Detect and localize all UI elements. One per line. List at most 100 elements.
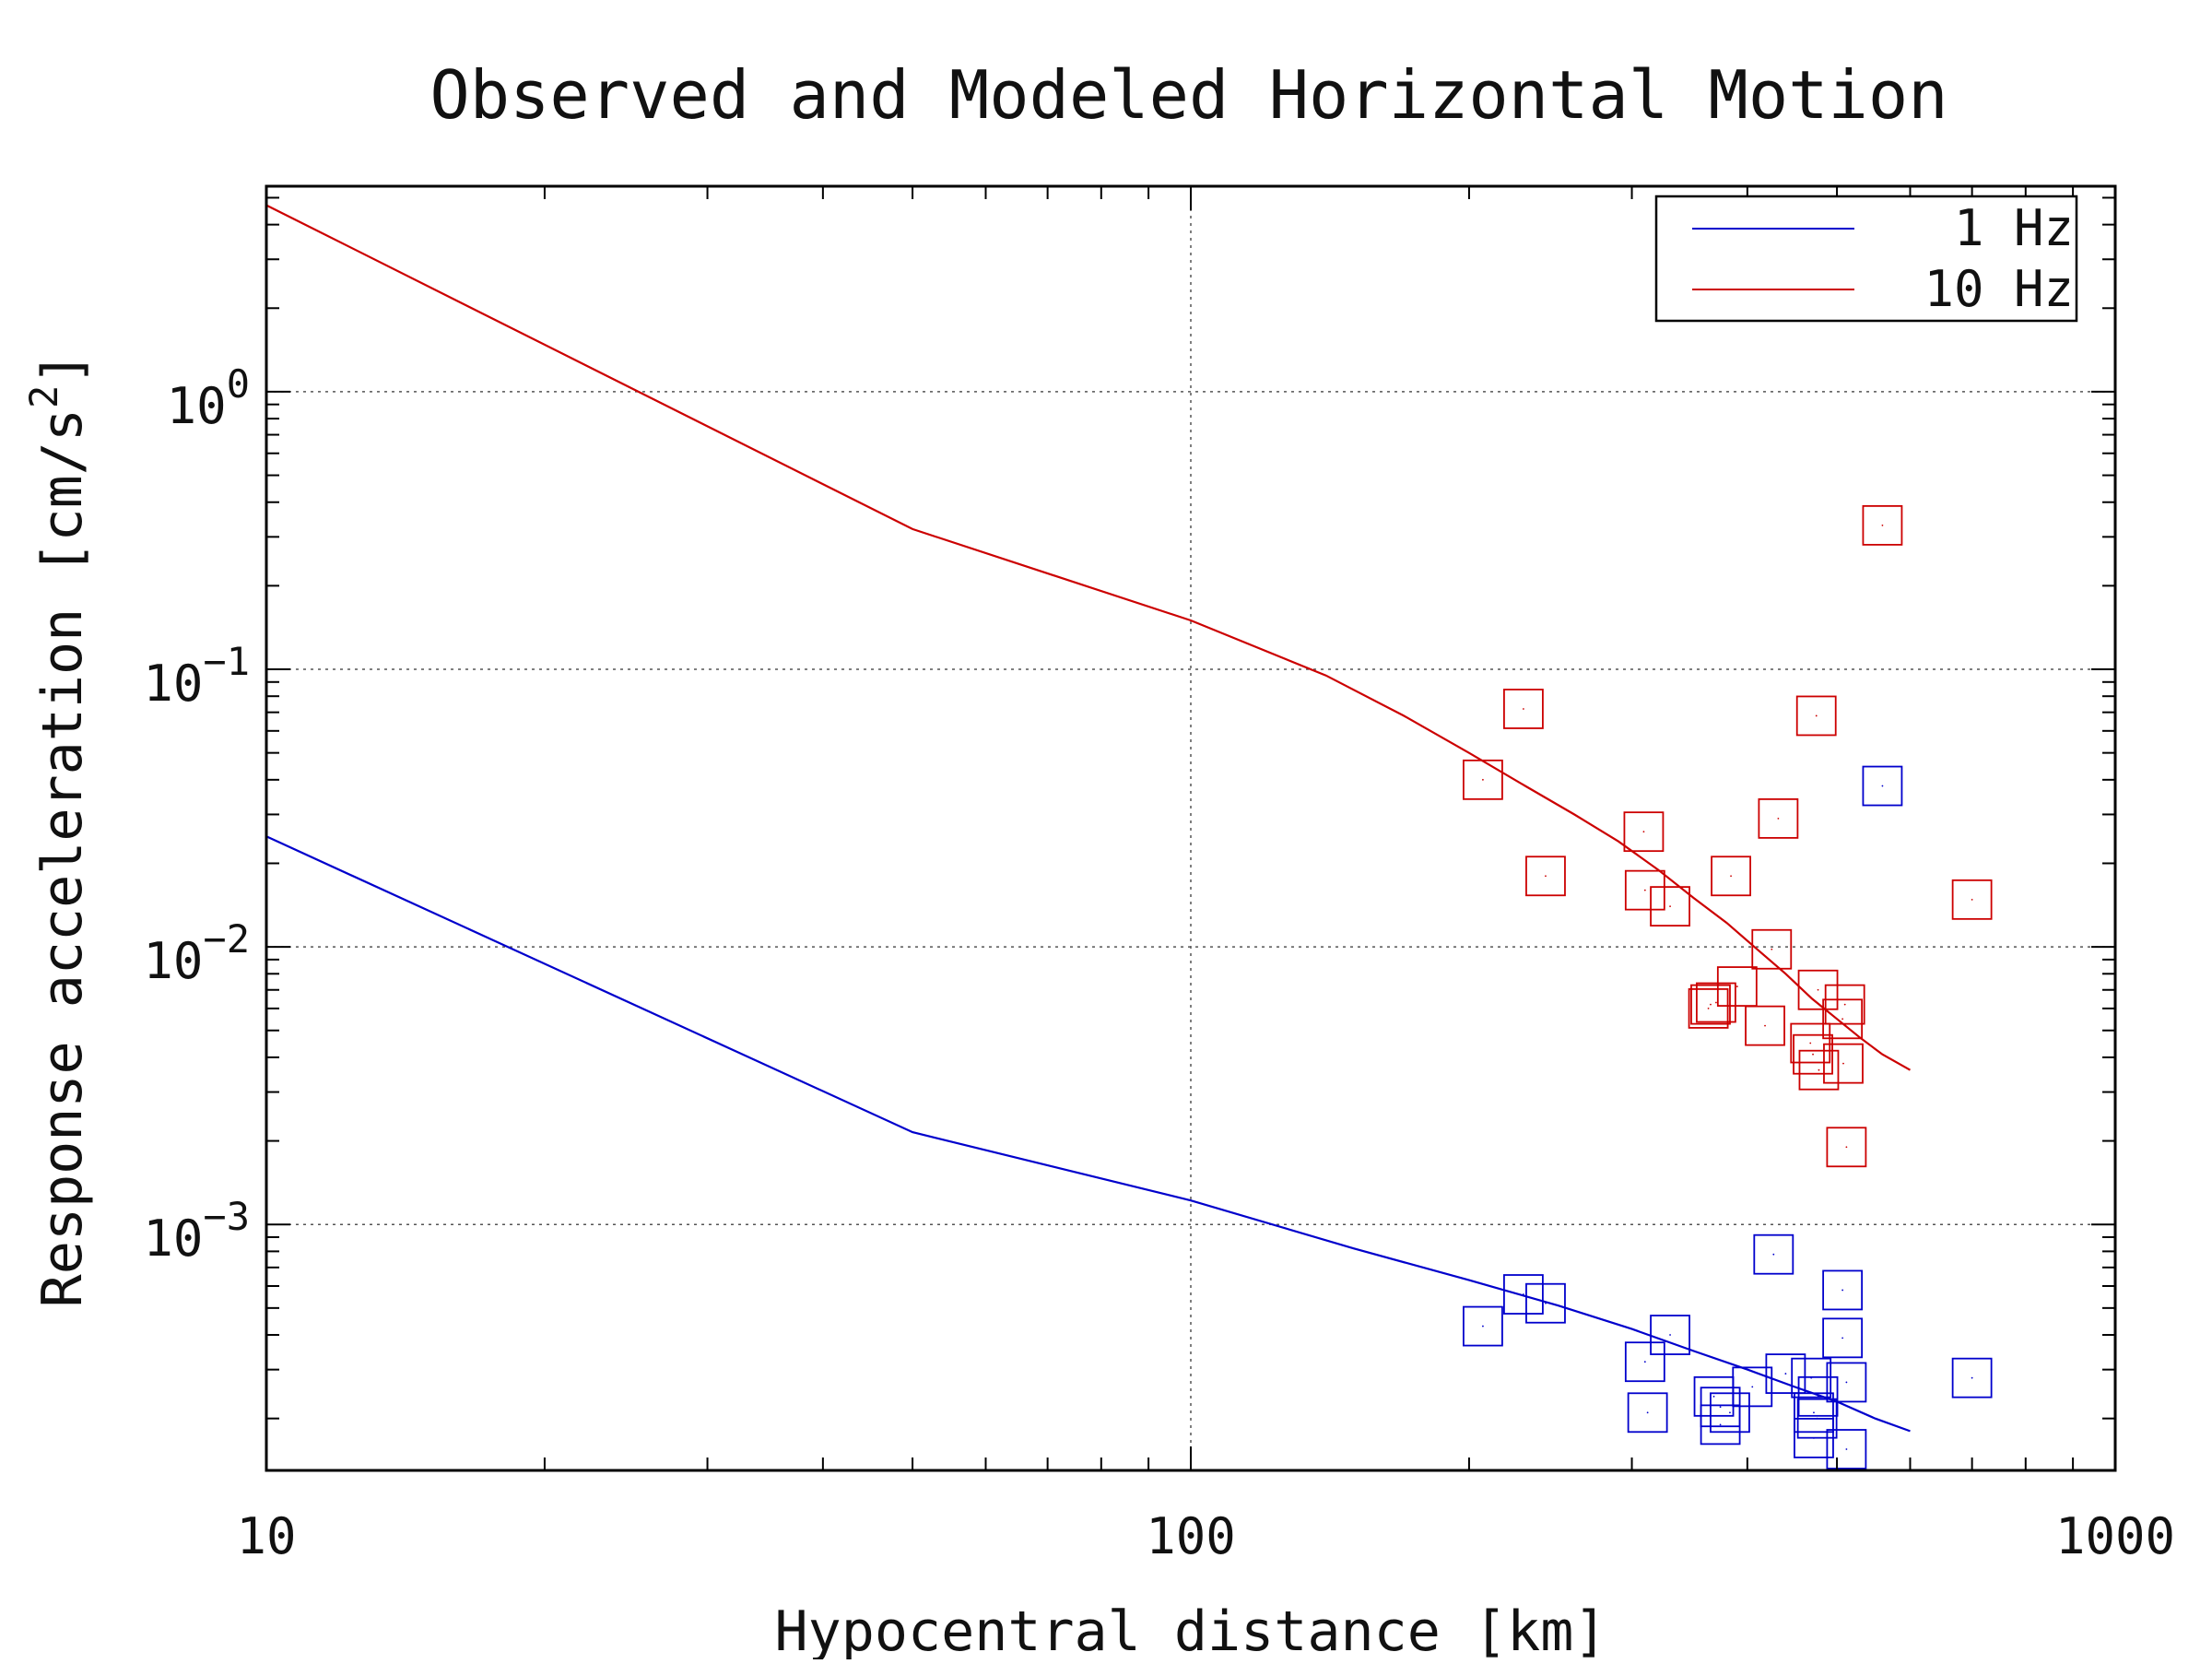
data-point-1-hz-observed — [1624, 1341, 1665, 1383]
data-point-center-10-hz-observed — [1707, 1008, 1710, 1009]
grid-layer — [266, 186, 2115, 1470]
data-point-1-hz-observed — [1627, 1392, 1668, 1434]
data-point-1-hz-observed — [1794, 1392, 1834, 1434]
data-point-1-hz-observed — [1650, 1315, 1690, 1355]
data-point-10-hz-observed — [1862, 504, 1903, 546]
data-point-center-10-hz-observed — [1523, 708, 1524, 710]
data-point-center-10-hz-observed — [1482, 778, 1484, 781]
data-point-center-10-hz-observed — [1545, 875, 1547, 878]
data-point-center-10-hz-observed — [1771, 948, 1773, 950]
y-tick-label: 10−2 — [143, 916, 250, 990]
data-point-1-hz-observed — [1700, 1404, 1741, 1446]
data-point-center-10-hz-observed — [1815, 714, 1818, 717]
data-point-10-hz-observed — [1650, 886, 1690, 927]
data-point-10-hz-observed — [1758, 797, 1799, 839]
data-point-10-hz-observed — [1797, 969, 1839, 1010]
y-axis-label-end: ] — [30, 352, 95, 385]
data-point-center-1-hz-observed — [1772, 1253, 1775, 1256]
x-tick-label: 1000 — [2055, 1507, 2175, 1565]
y-tick-label: 10−3 — [143, 1194, 250, 1268]
y-axis-label-main: Response acceleration [cm/s — [30, 408, 95, 1307]
legend: 1 Hz 10 Hz — [1654, 195, 2078, 323]
data-point-10-hz-observed — [1823, 1043, 1864, 1084]
data-point-10-hz-observed — [1751, 928, 1793, 970]
data-point-center-1-hz-observed — [1817, 1395, 1819, 1398]
data-point-center-10-hz-observed — [1809, 1042, 1812, 1044]
data-point-10-hz-observed — [1696, 982, 1736, 1023]
data-point-center-10-hz-observed — [1971, 898, 1973, 901]
data-point-center-10-hz-observed — [1841, 1018, 1844, 1021]
data-point-center-1-hz-observed — [1813, 1437, 1815, 1439]
y-axis-label: Response acceleration [cm/s2] — [21, 352, 95, 1308]
data-point-center-10-hz-observed — [1730, 875, 1732, 878]
data-point-10-hz-observed — [1798, 1049, 1840, 1091]
data-point-center-10-hz-observed — [1843, 1003, 1846, 1006]
y-axis-label-superscript: 2 — [21, 385, 66, 408]
data-point-1-hz-observed — [1951, 1357, 1993, 1398]
data-point-center-10-hz-observed — [1842, 1062, 1844, 1065]
data-point-center-1-hz-observed — [1719, 1406, 1722, 1409]
data-point-10-hz-observed — [1790, 1022, 1831, 1064]
data-point-center-10-hz-observed — [1764, 1024, 1766, 1027]
data-point-1-hz-observed — [1826, 1429, 1867, 1469]
data-point-center-1-hz-observed — [1669, 1334, 1671, 1336]
data-point-1-hz-observed — [1862, 765, 1903, 807]
x-tick-label: 100 — [1146, 1507, 1236, 1565]
chart-title: Observed and Modeled Horizontal Motion — [429, 56, 1947, 134]
data-point-10-hz-observed — [1793, 1033, 1833, 1075]
data-layer — [265, 204, 1993, 1469]
x-axis-label: Hypocentral distance [km] — [774, 1599, 1606, 1659]
data-point-center-1-hz-observed — [1719, 1423, 1722, 1426]
data-point-center-10-hz-observed — [1812, 1053, 1814, 1056]
data-point-center-1-hz-observed — [1841, 1337, 1844, 1339]
data-point-1-hz-observed — [1822, 1269, 1864, 1311]
data-point-10-hz-observed — [1525, 856, 1566, 897]
data-point-1-hz-observed — [1503, 1274, 1544, 1315]
data-point-10-hz-observed — [1951, 879, 1993, 920]
data-point-center-10-hz-observed — [1735, 985, 1738, 987]
data-point-1-hz-observed — [1463, 1305, 1503, 1347]
data-point-10-hz-observed — [1824, 984, 1865, 1025]
data-point-center-10-hz-observed — [1777, 817, 1780, 820]
data-point-10-hz-observed — [1690, 984, 1731, 1025]
data-point-center-1-hz-observed — [1482, 1325, 1484, 1328]
data-point-10-hz-observed — [1716, 966, 1758, 1007]
data-point-1-hz-observed — [1525, 1282, 1566, 1324]
data-point-1-hz-observed — [1732, 1366, 1773, 1408]
data-point-center-10-hz-observed — [1818, 1068, 1820, 1071]
data-point-1-hz-observed — [1794, 1418, 1834, 1458]
data-point-center-1-hz-observed — [1545, 1302, 1547, 1304]
data-point-center-1-hz-observed — [1971, 1376, 1973, 1379]
data-point-10-hz-observed — [1503, 689, 1544, 729]
data-point-center-10-hz-observed — [1642, 831, 1645, 833]
data-point-center-10-hz-observed — [1669, 905, 1671, 908]
data-point-center-10-hz-observed — [1643, 889, 1646, 891]
data-point-center-1-hz-observed — [1841, 1289, 1844, 1292]
data-point-center-10-hz-observed — [1710, 1003, 1712, 1006]
data-point-center-1-hz-observed — [1784, 1373, 1787, 1375]
data-point-center-1-hz-observed — [1751, 1386, 1754, 1388]
data-point-10-hz-observed — [1624, 869, 1665, 911]
data-point-10-hz-observed — [1711, 856, 1751, 897]
data-point-10-hz-observed — [1463, 759, 1503, 800]
data-point-center-1-hz-observed — [1646, 1411, 1649, 1414]
data-point-center-10-hz-observed — [1715, 1001, 1717, 1004]
data-point-center-1-hz-observed — [1523, 1293, 1524, 1295]
data-point-center-1-hz-observed — [1712, 1395, 1715, 1398]
data-point-1-hz-observed — [1826, 1362, 1867, 1403]
data-point-10-hz-observed — [1826, 1127, 1867, 1168]
y-tick-label: 100 — [167, 361, 250, 435]
data-point-center-1-hz-observed — [1729, 1411, 1731, 1414]
data-point-1-hz-observed — [1753, 1233, 1794, 1275]
data-point-center-10-hz-observed — [1845, 1146, 1848, 1149]
data-point-center-1-hz-observed — [1845, 1448, 1848, 1450]
data-point-1-hz-observed — [1822, 1317, 1864, 1359]
series-line-10-hz — [265, 204, 1912, 1071]
data-point-10-hz-observed — [1822, 998, 1864, 1040]
data-point-center-1-hz-observed — [1881, 785, 1884, 787]
data-point-center-10-hz-observed — [1881, 524, 1884, 526]
data-point-center-1-hz-observed — [1643, 1361, 1646, 1363]
legend-box — [1654, 195, 2078, 323]
